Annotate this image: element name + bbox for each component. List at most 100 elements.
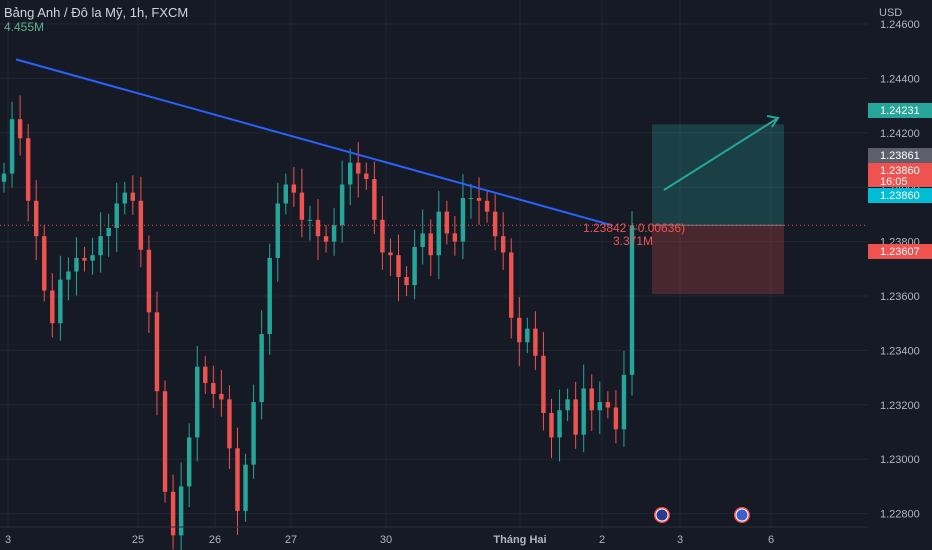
price-tag[interactable]: 1.23607 <box>868 244 932 259</box>
candle-body <box>388 252 393 256</box>
event-marker-us[interactable] <box>734 507 750 523</box>
grid <box>0 0 868 527</box>
candle <box>106 213 111 257</box>
candle-body <box>25 138 31 201</box>
candle-body <box>9 119 15 174</box>
candle-body <box>331 225 337 242</box>
x-tick-label: 3 <box>677 534 683 546</box>
candle-body <box>339 184 345 226</box>
candle <box>307 205 313 241</box>
candle-body <box>154 312 160 392</box>
volume-readout: 4.455M <box>4 20 45 34</box>
candle <box>130 175 136 215</box>
y-tick-label: 1.24400 <box>880 73 920 85</box>
price-tag-bg <box>868 148 932 163</box>
candle <box>605 391 611 419</box>
x-tick-label: 6 <box>768 534 774 546</box>
arrow-head <box>766 115 780 128</box>
candle <box>146 235 152 333</box>
price-axis[interactable]: USD1.246001.244001.242001.240001.238001.… <box>868 7 932 550</box>
candle-body <box>396 255 401 277</box>
candle-body <box>291 184 297 193</box>
y-tick-label: 1.24200 <box>880 128 920 140</box>
candle <box>420 209 425 265</box>
candle <box>154 291 160 416</box>
price-tag[interactable]: 1.24231 <box>868 103 932 118</box>
candle-body <box>436 211 441 256</box>
candle-body <box>66 271 71 280</box>
candle-body <box>428 233 433 256</box>
candle <box>581 364 586 453</box>
price-tag[interactable]: 1.23860 <box>868 188 932 203</box>
candles <box>1 95 635 550</box>
candle <box>33 180 39 261</box>
candle-body <box>195 366 200 438</box>
candle-body <box>557 410 562 438</box>
candle <box>364 162 369 190</box>
candle <box>533 311 538 370</box>
candle <box>396 234 401 301</box>
candle <box>331 207 337 256</box>
trendline[interactable] <box>15 58 613 227</box>
candle-body <box>130 192 136 201</box>
candle-body <box>203 366 208 384</box>
y-tick-label: 1.24600 <box>880 19 920 31</box>
chart-header: Bảng Anh / Đô la Mỹ, 1h, FXCM 4.455M <box>4 5 189 35</box>
candle-body <box>541 355 546 413</box>
candle-body <box>58 279 63 324</box>
event-marker-gb[interactable] <box>654 507 670 523</box>
price-tag[interactable]: 1.23861 <box>868 148 932 163</box>
x-tick-label: 2 <box>599 534 605 546</box>
candle-body <box>517 317 522 343</box>
candle <box>211 365 216 409</box>
price-tag-value: 1.23861 <box>880 150 920 162</box>
candle-body <box>573 399 578 435</box>
candle-body <box>380 219 385 253</box>
candle-body <box>533 328 538 356</box>
candle <box>50 273 55 338</box>
price-tag-bg <box>868 103 932 118</box>
candle <box>98 212 103 273</box>
candle <box>525 317 530 354</box>
trendline-layer[interactable] <box>15 58 613 227</box>
candle <box>299 168 305 238</box>
loss-zone[interactable] <box>652 225 784 295</box>
candle <box>347 148 353 206</box>
profit-zone[interactable] <box>652 124 784 226</box>
x-tick-label: Tháng Hai <box>493 534 546 546</box>
x-tick-label: 25 <box>132 534 144 546</box>
price-tag-value: 1.24231 <box>880 105 920 117</box>
candle-body <box>565 399 570 411</box>
candle <box>74 237 79 296</box>
symbol-title[interactable]: Bảng Anh / Đô la Mỹ, 1h, FXCM <box>4 5 189 20</box>
candle-body <box>235 448 240 511</box>
candle-body <box>227 399 232 449</box>
candle-body <box>509 252 514 318</box>
candle-body <box>315 219 321 237</box>
candle-body <box>525 328 530 343</box>
position-zones[interactable] <box>652 124 784 295</box>
x-tick-label: 26 <box>209 534 221 546</box>
candle-body <box>412 247 417 286</box>
candle <box>404 266 409 296</box>
candle-body <box>444 211 450 234</box>
candle-body <box>170 491 176 536</box>
candle <box>203 355 208 394</box>
candle <box>291 167 297 207</box>
candle <box>388 238 393 276</box>
candle-body <box>605 402 611 408</box>
candle <box>412 229 417 300</box>
candle <box>589 374 594 431</box>
y-tick-label: 1.23600 <box>880 291 920 303</box>
candle-body <box>211 383 216 394</box>
time-axis[interactable]: 3 25 26 27 30 Tháng Hai 2 3 6 <box>0 526 868 546</box>
candle <box>621 350 627 447</box>
candle-body <box>219 393 224 400</box>
candle <box>82 247 87 272</box>
candle-body <box>621 374 627 430</box>
candle-body <box>589 388 594 411</box>
price-tag-value: 1.23860 <box>880 165 920 177</box>
